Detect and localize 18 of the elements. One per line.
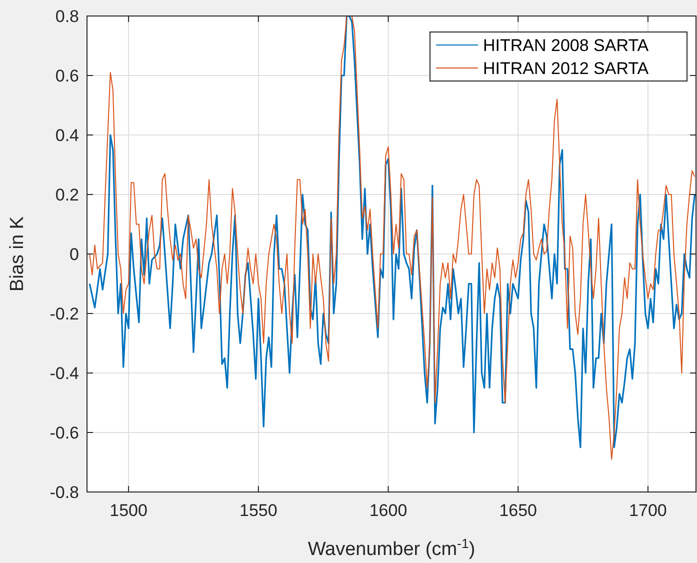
y-tick-label: -0.4 — [50, 364, 79, 383]
y-tick-label: 0 — [70, 244, 79, 264]
x-axis-title: Wavenumber (cm$^{-1}$) — [308, 536, 476, 560]
y-axis-title: Bias in K — [7, 216, 28, 292]
y-tick-label: 0.4 — [55, 126, 79, 145]
y-tick-label: 0.2 — [55, 185, 79, 204]
y-tick-label: 0.8 — [55, 6, 79, 26]
y-tick-label: -0.6 — [50, 423, 79, 442]
x-tick-label: 1700 — [629, 501, 667, 520]
x-tick-label: 1600 — [369, 501, 408, 520]
y-tick-label: 0.6 — [55, 66, 79, 86]
x-tick-label: 1550 — [239, 501, 278, 520]
legend-label: HITRAN 2012 SARTA — [483, 58, 650, 78]
x-tick-label: 1650 — [499, 501, 538, 520]
x-tick-label: 1500 — [110, 501, 148, 520]
y-tick-label: -0.8 — [50, 482, 79, 502]
y-tick-label: -0.2 — [50, 304, 79, 324]
legend-label: HITRAN 2008 SARTA — [483, 36, 650, 55]
